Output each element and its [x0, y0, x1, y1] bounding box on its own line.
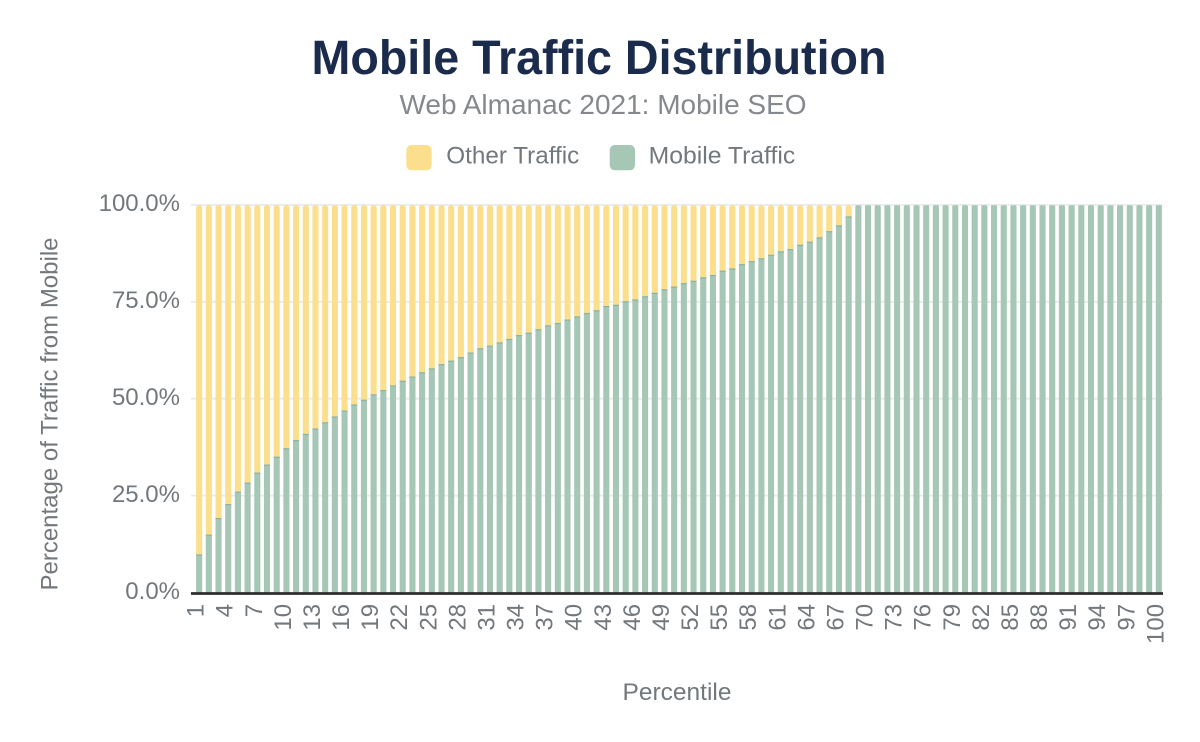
svg-text:Percentile: Percentile [623, 679, 732, 706]
svg-text:82: 82 [968, 604, 995, 631]
svg-text:19: 19 [357, 604, 384, 631]
svg-text:Web Almanac 2021: Mobile SEO: Web Almanac 2021: Mobile SEO [400, 89, 807, 120]
svg-text:43: 43 [590, 604, 617, 631]
svg-text:85: 85 [997, 604, 1024, 631]
svg-text:34: 34 [503, 604, 530, 631]
svg-text:37: 37 [532, 604, 559, 631]
svg-text:49: 49 [648, 604, 675, 631]
svg-text:61: 61 [764, 604, 791, 631]
svg-text:31: 31 [473, 604, 500, 631]
svg-text:67: 67 [822, 604, 849, 631]
svg-text:13: 13 [299, 604, 326, 631]
svg-text:88: 88 [1026, 604, 1053, 631]
svg-text:97: 97 [1113, 604, 1140, 631]
svg-text:28: 28 [444, 604, 471, 631]
svg-text:52: 52 [677, 604, 704, 631]
svg-text:70: 70 [852, 604, 879, 631]
svg-text:4: 4 [212, 604, 239, 617]
svg-text:Percentage of Traffic from Mob: Percentage of Traffic from Mobile [37, 237, 64, 590]
svg-text:7: 7 [241, 604, 268, 617]
svg-text:76: 76 [910, 604, 937, 631]
svg-text:79: 79 [939, 604, 966, 631]
svg-text:25.0%: 25.0% [112, 481, 180, 508]
svg-text:10: 10 [270, 604, 297, 631]
svg-text:94: 94 [1084, 604, 1111, 631]
svg-text:100: 100 [1142, 604, 1169, 644]
svg-text:75.0%: 75.0% [112, 287, 180, 314]
svg-text:16: 16 [328, 604, 355, 631]
svg-text:Other Traffic: Other Traffic [446, 142, 579, 169]
svg-text:1: 1 [183, 604, 210, 617]
svg-text:50.0%: 50.0% [112, 384, 180, 411]
svg-text:55: 55 [706, 604, 733, 631]
svg-text:64: 64 [793, 604, 820, 631]
svg-text:73: 73 [881, 604, 908, 631]
svg-text:46: 46 [619, 604, 646, 631]
svg-text:100.0%: 100.0% [99, 190, 180, 217]
svg-text:40: 40 [561, 604, 588, 631]
svg-text:0.0%: 0.0% [125, 578, 180, 605]
svg-text:25: 25 [415, 604, 442, 631]
svg-text:91: 91 [1055, 604, 1082, 631]
svg-text:58: 58 [735, 604, 762, 631]
svg-text:Mobile Traffic Distribution: Mobile Traffic Distribution [312, 32, 887, 85]
svg-text:Mobile Traffic: Mobile Traffic [649, 142, 796, 169]
svg-text:22: 22 [386, 604, 413, 631]
